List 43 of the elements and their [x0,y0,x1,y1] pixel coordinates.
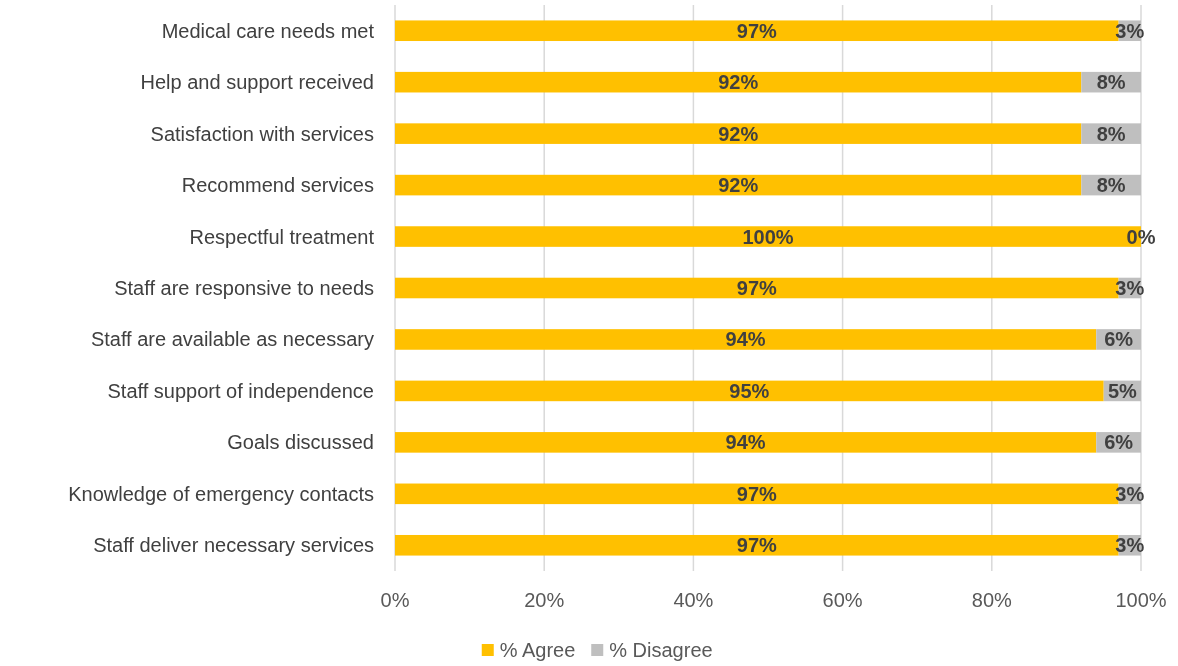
data-label: 0% [1126,225,1156,248]
y-tick-label: Staff support of independence [107,379,374,402]
bar [395,329,1097,350]
data-label: 6% [1104,328,1134,351]
x-tick-label: 80% [971,589,1013,611]
data-label: 92% [718,174,759,197]
data-label: 6% [1104,431,1134,454]
bar [395,432,1097,453]
x-tick-label: 60% [822,589,863,611]
x-tick-label: 40% [673,589,714,611]
y-tick-label: Recommend services [181,174,374,197]
data-label: 5% [1107,379,1138,402]
y-tick-label: Respectful treatment [189,225,375,248]
data-label: 8% [1096,122,1126,145]
bar [395,71,1082,93]
x-tick-label: 20% [524,589,565,611]
data-label: 92% [718,122,759,145]
data-label: 94% [725,431,766,454]
y-tick-label: Staff are responsive to needs [114,277,374,299]
x-tick-label: 100% [1115,589,1167,611]
data-label: 8% [1096,71,1126,94]
data-label: 97% [736,277,778,299]
y-tick-label: Help and support received [140,71,374,94]
legend-label: % Disagree [609,639,713,661]
data-label: 97% [736,19,778,42]
y-tick-label: Staff deliver necessary services [93,534,374,557]
y-tick-label: Staff are available as necessary [90,328,374,351]
y-tick-label: Knowledge of emergency contacts [68,482,374,505]
legend-label: % Agree [499,639,576,661]
data-label: 8% [1096,174,1126,197]
data-label: 95% [729,379,770,402]
bar [395,123,1082,144]
bar [395,174,1082,196]
data-label: 94% [725,328,766,351]
x-tick-label: 0% [380,589,410,611]
data-label: 92% [718,71,759,94]
y-tick-label: Medical care needs met [161,19,375,42]
bar [395,380,1104,402]
data-label: 97% [736,482,778,505]
data-label: 97% [736,534,778,557]
data-label: 100% [742,225,794,248]
y-tick-label: Goals discussed [227,431,374,454]
y-tick-label: Satisfaction with services [150,122,374,145]
